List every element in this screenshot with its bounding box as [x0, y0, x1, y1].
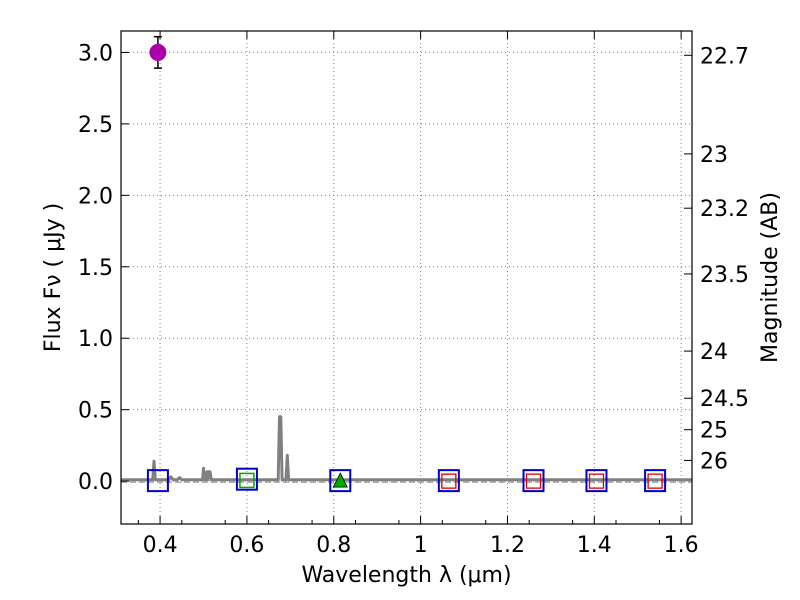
measured-point [149, 43, 167, 61]
model-bandpass-square [644, 469, 667, 493]
mag-tick-label: 23.5 [700, 263, 749, 288]
x-tick-label: 1.4 [577, 533, 612, 558]
detection-square [239, 472, 255, 489]
y-tick-label: 3.0 [78, 41, 113, 66]
grid-lines [121, 31, 692, 524]
x-tick-label: 1.6 [664, 533, 699, 558]
x-axis-label: Wavelength λ (μm) [301, 563, 511, 588]
model-bandpass-square [235, 467, 258, 491]
y-tick-label: 1.0 [78, 327, 113, 352]
axis-ticks: 0.4 0.6 0.8 1 1.2 1.4 1.6 0.0 0.5 1.0 1.5 2.0 2.5 3.0… [78, 31, 749, 558]
y-tick-label: 0.5 [78, 399, 113, 424]
detection-triangle [332, 472, 348, 488]
y-tick-label: 0.0 [78, 470, 113, 495]
plot-area [121, 35, 692, 493]
mag-tick-label: 26 [700, 449, 728, 474]
mag-tick-label: 25 [700, 419, 728, 444]
model-bandpass-square [585, 469, 608, 493]
sed-model-line [121, 415, 692, 482]
x-tick-label: 1.2 [490, 533, 525, 558]
model-bandpass-square [146, 469, 169, 493]
y-tick-label: 2.0 [78, 184, 113, 209]
mag-tick-label: 23.2 [700, 197, 749, 222]
y2-axis-label: Magnitude (AB) [758, 192, 783, 363]
mag-tick-label: 24.5 [700, 387, 749, 412]
model-bandpass-square [329, 469, 352, 493]
y-tick-label: 1.5 [78, 256, 113, 281]
upper-limit-square [525, 473, 542, 489]
model-bandpass-square [437, 469, 460, 493]
upper-limit-square [441, 473, 457, 489]
model-bandpass-square [522, 469, 545, 493]
x-tick-label: 1 [414, 533, 428, 558]
x-tick-label: 0.6 [229, 533, 264, 558]
upper-limit-square [647, 473, 663, 489]
x-tick-label: 0.8 [316, 533, 351, 558]
y-axis-label: Flux Fν ( μJy ) [41, 203, 66, 352]
y-tick-label: 2.5 [78, 113, 113, 138]
mag-tick-label: 24 [700, 340, 728, 365]
plot-frame [120, 30, 693, 525]
x-tick-label: 0.4 [143, 533, 178, 558]
mag-tick-label: 22.7 [700, 44, 749, 69]
upper-limit-square [588, 473, 605, 489]
mag-tick-label: 23 [700, 143, 728, 168]
